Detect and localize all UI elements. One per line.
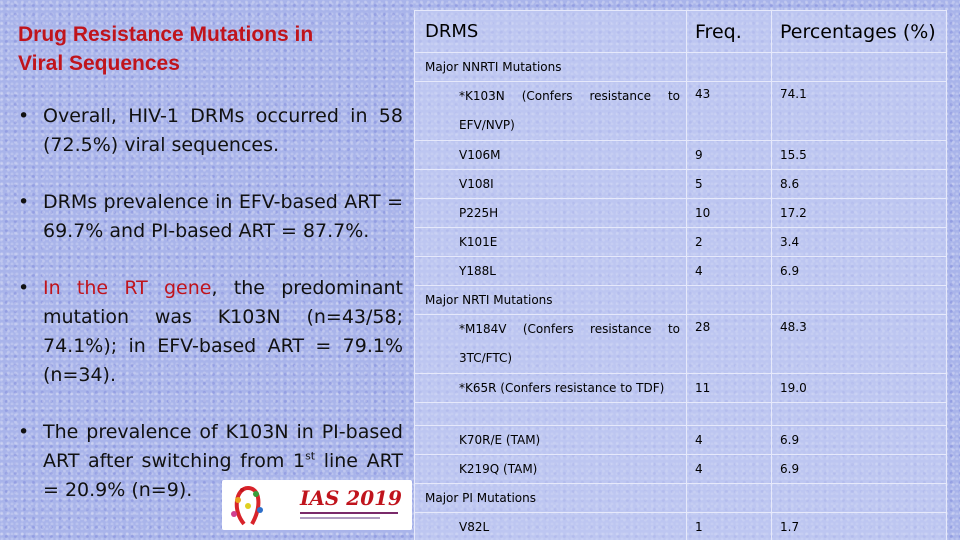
mutation-freq: 5: [686, 169, 772, 199]
bullet-text: line ART = 20.9% (n=9).: [43, 450, 403, 501]
table-row: V108I 5 8.6: [414, 169, 947, 199]
mutation-pct: 74.1: [771, 81, 947, 141]
empty-cell: [414, 402, 687, 426]
mutation-freq: 4: [686, 454, 772, 484]
table-row: K101E 2 3.4: [414, 227, 947, 257]
bullet-item: DRMs prevalence in EFV-based ART = 69.7%…: [18, 188, 403, 246]
mutation-freq: 28: [686, 314, 772, 374]
drm-table-container: DRMS Freq. Percentages (%) Major NNRTI M…: [414, 10, 947, 540]
bullet-highlight: In the RT gene: [43, 277, 212, 299]
bullet-superscript: st: [305, 449, 316, 463]
logo-subtitle-line: [300, 517, 380, 519]
title-line-1: Drug Resistance Mutations in: [18, 23, 314, 46]
mutation-pct: 6.9: [771, 256, 947, 286]
header-drms: DRMS: [414, 10, 687, 53]
mutation-pct: 6.9: [771, 425, 947, 455]
bullet-text: , the predominant mutation was K103N (n=…: [43, 277, 403, 386]
section-nrti: Major NRTI Mutations: [414, 285, 687, 315]
mutation-freq: 1: [686, 512, 772, 540]
empty-cell: [686, 52, 772, 82]
ribbon-flower-icon: [231, 485, 263, 526]
mutation-pct: 1.7: [771, 512, 947, 540]
bullet-text: The prevalence of K103N in PI-based ART …: [43, 421, 403, 472]
bullet-text: DRMs prevalence in EFV-based ART = 69.7%…: [43, 191, 403, 242]
bullet-text: Overall, HIV-1 DRMs occurred in 58 (72.5…: [43, 105, 403, 156]
bullet-item: Overall, HIV-1 DRMs occurred in 58 (72.5…: [18, 102, 403, 160]
table-row: V106M 9 15.5: [414, 140, 947, 170]
section-pi: Major PI Mutations: [414, 483, 687, 513]
table-row: *M184V (Confers resistance to 3TC/FTC) 2…: [414, 314, 947, 374]
title-line-2: Viral Sequences: [18, 52, 180, 75]
table-row: K70R/E (TAM) 4 6.9: [414, 425, 947, 455]
mutation-name: K70R/E (TAM): [414, 425, 687, 455]
mutation-pct: 8.6: [771, 169, 947, 199]
mutation-name: Y188L: [414, 256, 687, 286]
mutation-freq: 2: [686, 227, 772, 257]
mutation-pct: 17.2: [771, 198, 947, 228]
empty-cell: [771, 483, 947, 513]
slide-title: Drug Resistance Mutations in Viral Seque…: [18, 20, 403, 78]
logo-subtitle-line: [300, 512, 398, 514]
mutation-freq: 10: [686, 198, 772, 228]
mutation-name: P225H: [414, 198, 687, 228]
mutation-name: K101E: [414, 227, 687, 257]
empty-cell: [686, 285, 772, 315]
table-row: *K65R (Confers resistance to TDF) 11 19.…: [414, 373, 947, 403]
mutation-pct: 6.9: [771, 454, 947, 484]
table-header-row: DRMS Freq. Percentages (%): [414, 10, 947, 53]
mutation-name: V108I: [414, 169, 687, 199]
mutation-name: *M184V (Confers resistance to 3TC/FTC): [414, 314, 687, 374]
empty-cell: [686, 483, 772, 513]
spacer-row: [414, 402, 947, 426]
header-percentages: Percentages (%): [771, 10, 947, 53]
section-nnrti: Major NNRTI Mutations: [414, 52, 687, 82]
empty-cell: [771, 52, 947, 82]
bullet-item: In the RT gene, the predominant mutation…: [18, 274, 403, 390]
empty-cell: [771, 285, 947, 315]
table-row: K219Q (TAM) 4 6.9: [414, 454, 947, 484]
section-row: Major PI Mutations: [414, 483, 947, 513]
mutation-freq: 4: [686, 256, 772, 286]
mutation-name: K219Q (TAM): [414, 454, 687, 484]
section-row: Major NNRTI Mutations: [414, 52, 947, 82]
mutation-name: *K65R (Confers resistance to TDF): [414, 373, 687, 403]
mutation-pct: 3.4: [771, 227, 947, 257]
empty-cell: [771, 402, 947, 426]
mutation-name: *K103N (Confers resistance to EFV/NVP): [414, 81, 687, 141]
mutation-freq: 11: [686, 373, 772, 403]
mutation-freq: 4: [686, 425, 772, 455]
table-row: *K103N (Confers resistance to EFV/NVP) 4…: [414, 81, 947, 141]
mutation-pct: 48.3: [771, 314, 947, 374]
drm-table: DRMS Freq. Percentages (%) Major NNRTI M…: [414, 10, 947, 540]
section-row: Major NRTI Mutations: [414, 285, 947, 315]
table-row: Y188L 4 6.9: [414, 256, 947, 286]
bullet-item: The prevalence of K103N in PI-based ART …: [18, 418, 403, 505]
conference-logo: IAS 2019: [222, 480, 412, 530]
bullet-list: Overall, HIV-1 DRMs occurred in 58 (72.5…: [18, 102, 403, 533]
empty-cell: [686, 402, 772, 426]
mutation-freq: 43: [686, 81, 772, 141]
mutation-name: V82L: [414, 512, 687, 540]
mutation-name: V106M: [414, 140, 687, 170]
mutation-pct: 19.0: [771, 373, 947, 403]
table-row: P225H 10 17.2: [414, 198, 947, 228]
mutation-freq: 9: [686, 140, 772, 170]
table-row: V82L 1 1.7: [414, 512, 947, 540]
mutation-pct: 15.5: [771, 140, 947, 170]
header-freq: Freq.: [686, 10, 772, 53]
logo-text: IAS 2019: [300, 486, 402, 510]
